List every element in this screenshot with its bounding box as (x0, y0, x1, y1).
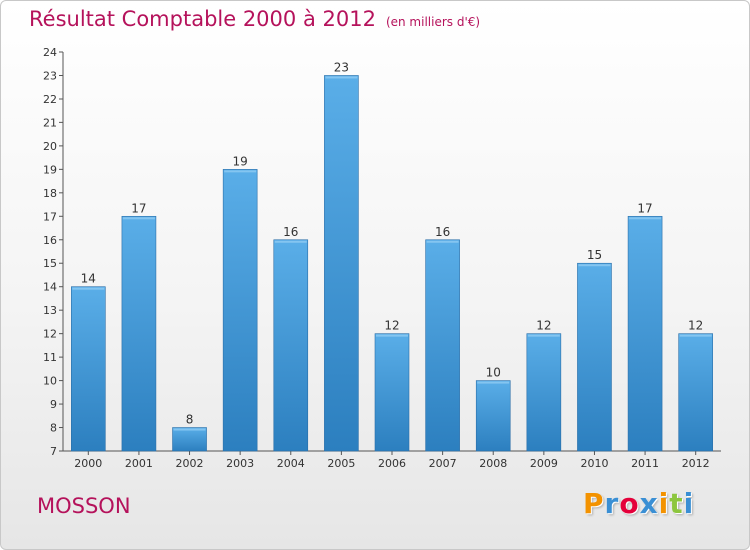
logo-letter: r (604, 487, 620, 520)
chart-subtitle: (en milliers d'€) (385, 15, 481, 29)
commune-name: MOSSON (37, 494, 131, 518)
y-tick-label: 20 (43, 140, 57, 153)
x-tick-label: 2008 (479, 457, 507, 470)
logo-letter: P (583, 487, 605, 520)
chart-bars (71, 75, 713, 452)
y-tick-label: 23 (43, 69, 57, 82)
logo-letter: o (619, 487, 640, 520)
bar-highlight (477, 381, 510, 384)
y-tick-label: 12 (43, 328, 57, 341)
y-tick-label: 16 (43, 234, 57, 247)
bar-highlight (224, 170, 257, 173)
y-tick-label: 8 (50, 422, 57, 435)
x-tick-label: 2003 (226, 457, 254, 470)
bar-2005 (324, 75, 359, 452)
x-tick-label: 2009 (530, 457, 558, 470)
y-tick-label: 13 (43, 304, 57, 317)
value-label-2009: 12 (536, 319, 551, 333)
value-label-2010: 15 (587, 248, 602, 262)
bar-2001 (121, 215, 157, 452)
value-label-2005: 23 (334, 60, 349, 74)
value-label-2006: 12 (384, 319, 399, 333)
y-tick-label: 11 (43, 351, 57, 364)
bar-highlight (376, 334, 408, 337)
y-tick-label: 10 (43, 375, 57, 388)
logo-letter: x (639, 487, 659, 520)
x-tick-label: 2005 (327, 457, 355, 470)
y-tick-label: 14 (43, 281, 57, 294)
bar-2007 (425, 239, 460, 452)
bar-highlight (426, 240, 459, 243)
bar-highlight (72, 287, 105, 290)
y-tick-label: 24 (43, 46, 57, 59)
value-label-2008: 10 (486, 366, 501, 380)
bar-2006 (374, 333, 410, 452)
bar-2004 (273, 239, 309, 452)
x-tick-label: 2000 (74, 457, 102, 470)
proxiti-logo: Proxiti (583, 487, 694, 520)
bar-2000 (71, 286, 106, 452)
y-tick-label: 9 (50, 398, 57, 411)
bar-2011 (627, 215, 663, 452)
chart-title: Résultat Comptable 2000 à 2012 (en millie… (29, 7, 480, 31)
y-tick-label: 19 (43, 163, 57, 176)
bar-highlight (274, 240, 307, 243)
x-tick-label: 2001 (125, 457, 153, 470)
bar-2010 (577, 262, 612, 452)
x-tick-label: 2006 (378, 457, 406, 470)
y-tick-label: 17 (43, 210, 57, 223)
bar-2002 (172, 427, 207, 452)
chart-axes: 7 8 9 10 11 12 13 14 15 16 17 18 19 20 21 22 23 24 2000 200… (43, 46, 721, 470)
logo-letter: i (658, 487, 670, 520)
y-tick-label: 21 (43, 116, 57, 129)
bar-highlight (325, 76, 358, 79)
value-label-2012: 12 (688, 319, 703, 333)
bar-2009 (526, 333, 562, 452)
bar-highlight (578, 264, 611, 267)
bar-highlight (527, 334, 560, 337)
x-tick-label: 2002 (176, 457, 204, 470)
bar-highlight (173, 428, 206, 431)
bar-2012 (678, 333, 713, 452)
bar-highlight (629, 217, 662, 220)
bar-highlight (122, 217, 155, 220)
x-tick-label: 2004 (277, 457, 305, 470)
value-label-2011: 17 (637, 201, 652, 215)
value-label-2007: 16 (435, 225, 450, 239)
y-tick-label: 15 (43, 257, 57, 270)
bar-highlight (679, 334, 712, 337)
value-label-2003: 19 (233, 154, 248, 168)
logo-letter: i (683, 487, 695, 520)
chart-value-labels: 14 17 8 19 16 23 12 16 10 12 15 17 12 (81, 60, 704, 426)
value-label-2000: 14 (81, 272, 96, 286)
bar-2008 (475, 380, 511, 452)
chart-title-text: Résultat Comptable 2000 à 2012 (29, 7, 376, 31)
y-tick-label: 18 (43, 187, 57, 200)
x-tick-label: 2010 (580, 457, 608, 470)
logo-letter: t (669, 487, 684, 520)
x-tick-label: 2012 (682, 457, 710, 470)
x-tick-label: 2011 (631, 457, 659, 470)
value-label-2004: 16 (283, 225, 298, 239)
bar-2003 (222, 169, 258, 452)
y-tick-label: 22 (43, 93, 57, 106)
x-tick-label: 2007 (429, 457, 457, 470)
y-tick-label: 7 (50, 445, 57, 458)
value-label-2002: 8 (186, 413, 194, 427)
value-label-2001: 17 (131, 201, 146, 215)
